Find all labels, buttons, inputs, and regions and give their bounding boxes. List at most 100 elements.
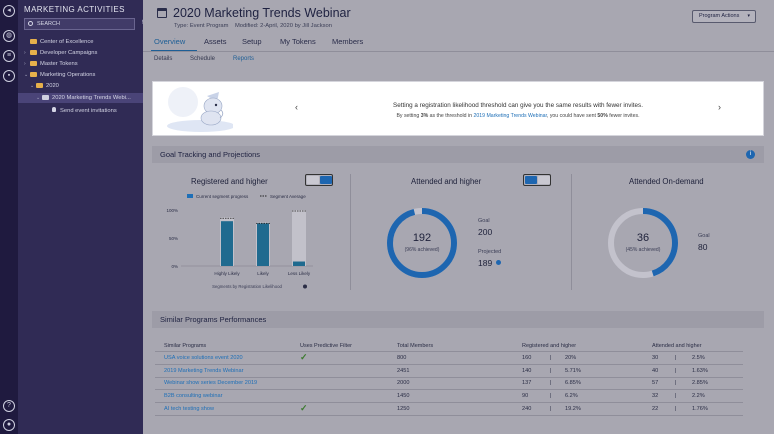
globe-icon[interactable]: ◍ bbox=[3, 30, 15, 42]
tabs-divider bbox=[143, 51, 774, 52]
attended-pct: 2.85% bbox=[692, 380, 708, 386]
goal-tracking-title: Goal Tracking and Projections bbox=[160, 150, 261, 159]
checkmark-icon: ✓ bbox=[300, 403, 308, 413]
tree-node-developer-campaigns[interactable]: › Developer Campaigns bbox=[24, 49, 98, 56]
bar-current-0[interactable] bbox=[221, 221, 233, 266]
program-link[interactable]: USA voice solutions event 2020 bbox=[164, 355, 243, 361]
attended-value: 192 bbox=[412, 232, 432, 244]
donut-view-icon[interactable] bbox=[525, 176, 537, 184]
event-calendar-icon bbox=[157, 8, 167, 18]
bar-view-icon[interactable] bbox=[307, 176, 319, 184]
tab-assets[interactable]: Assets bbox=[204, 37, 227, 46]
col-header-registered: Registered and higher bbox=[522, 343, 577, 349]
chart-view-toggle[interactable] bbox=[523, 174, 551, 186]
tree-node-marketing-operations[interactable]: ⌄ Marketing Operations bbox=[24, 71, 96, 78]
x-axis-label: Segments by Registration Likelihood bbox=[212, 284, 282, 289]
registered-pct: 6.85% bbox=[565, 380, 581, 386]
search-placeholder: SEARCH bbox=[37, 21, 60, 27]
program-link[interactable]: 2019 Marketing Trends Webinar bbox=[164, 368, 244, 374]
subtab-details[interactable]: Details bbox=[154, 56, 173, 62]
marketing-home-icon[interactable]: ◂ bbox=[3, 5, 15, 17]
subtab-reports[interactable]: Reports bbox=[233, 56, 255, 62]
tree-node-2020-marketing-trends-webinar[interactable]: ⌄ 2020 Marketing Trends Webi... bbox=[18, 93, 143, 103]
attended-projected-value: 189 bbox=[478, 258, 493, 268]
folder-icon bbox=[30, 71, 37, 77]
tree-search-input[interactable]: SEARCH bbox=[24, 18, 135, 30]
registered-pct: 5.71% bbox=[565, 368, 581, 374]
table-header-divider bbox=[155, 351, 743, 352]
tab-members[interactable]: Members bbox=[332, 37, 364, 46]
email-program-icon bbox=[52, 107, 56, 112]
list-icon[interactable]: ≡ bbox=[3, 50, 15, 62]
program-actions-dropdown[interactable]: Program Actions ▾ bbox=[692, 10, 756, 23]
tab-setup[interactable]: Setup bbox=[242, 37, 262, 46]
icon-rail: ◂ ◍ ≡ ▪ ? ● bbox=[0, 0, 18, 434]
registered-count: 140 bbox=[522, 368, 532, 374]
attended-count: 32 bbox=[652, 393, 659, 399]
program-link[interactable]: B2B consulting webinar bbox=[164, 393, 223, 399]
tab-overview[interactable]: Overview bbox=[154, 37, 186, 46]
ondemand-goal-value: 80 bbox=[698, 242, 708, 252]
chevron-down-icon: ⌄ bbox=[24, 72, 29, 78]
tree-node-2020[interactable]: ⌄ 2020 bbox=[30, 82, 59, 89]
bar-average-2 bbox=[292, 210, 306, 266]
similar-programs-header: Similar Programs Performances bbox=[152, 311, 764, 328]
bar-current-1[interactable] bbox=[257, 223, 269, 266]
help-icon[interactable]: ? bbox=[3, 400, 15, 412]
tree-node-send-event-invitations[interactable]: Send event invitations bbox=[52, 106, 117, 116]
program-tabs: Overview Assets Setup My Tokens Members bbox=[143, 37, 774, 51]
tab-my-tokens[interactable]: My Tokens bbox=[280, 37, 316, 46]
attended-goal-value: 200 bbox=[478, 227, 493, 237]
y-tick-50: 50% bbox=[169, 236, 178, 241]
attended-count: 40 bbox=[652, 368, 659, 374]
bar-view-icon[interactable] bbox=[538, 176, 550, 184]
banner-prev-arrow[interactable]: ‹ bbox=[295, 102, 298, 112]
program-link[interactable]: AI tech testing show bbox=[164, 406, 215, 412]
total-members: 1250 bbox=[397, 406, 410, 412]
goal-tracking-header: Goal Tracking and Projections i bbox=[152, 146, 764, 163]
ondemand-pct: (45% achieved) bbox=[625, 247, 661, 253]
separator: | bbox=[675, 393, 677, 399]
info-icon[interactable] bbox=[496, 260, 501, 265]
calendar-icon[interactable]: ▪ bbox=[3, 70, 15, 82]
program-link[interactable]: Webinar show series December 2019 bbox=[164, 380, 258, 386]
user-profile-icon[interactable]: ● bbox=[3, 419, 15, 431]
tree-node-center-of-excellence[interactable]: Center of Excellence bbox=[24, 37, 94, 47]
folder-icon bbox=[30, 38, 37, 44]
info-icon[interactable] bbox=[303, 284, 307, 289]
separator: | bbox=[675, 368, 677, 374]
page-title: 2020 Marketing Trends Webinar bbox=[173, 6, 351, 20]
registered-count: 160 bbox=[522, 355, 532, 361]
banner-program-link[interactable]: 2019 Marketing Trends Webinar bbox=[473, 113, 547, 119]
chevron-down-icon: ▾ bbox=[747, 13, 750, 19]
separator: | bbox=[550, 368, 552, 374]
attended-pct: 2.2% bbox=[692, 393, 705, 399]
total-members: 2000 bbox=[397, 380, 410, 386]
ondemand-title: Attended On-demand bbox=[629, 177, 704, 186]
program-meta: Type: Event Program Modified: 2-April, 2… bbox=[174, 23, 332, 29]
separator: | bbox=[675, 406, 677, 412]
search-icon bbox=[28, 21, 33, 26]
banner-detail: By setting 3% as the threshold in 2019 M… bbox=[396, 113, 640, 119]
total-members: 1450 bbox=[397, 393, 410, 399]
similar-programs-title: Similar Programs Performances bbox=[160, 315, 267, 324]
legend-average-label: Segment Average bbox=[270, 194, 306, 199]
col-header-total: Total Members bbox=[397, 343, 434, 349]
main-content: 2020 Marketing Trends Webinar Type: Even… bbox=[143, 0, 774, 434]
chart-view-toggle[interactable] bbox=[305, 174, 333, 186]
col-header-program: Similar Programs bbox=[164, 343, 207, 349]
program-icon bbox=[42, 94, 49, 100]
registered-title: Registered and higher bbox=[191, 177, 268, 186]
banner-headline: Setting a registration likelihood thresh… bbox=[393, 102, 643, 109]
bar-current-2[interactable] bbox=[293, 261, 305, 266]
subtab-schedule[interactable]: Schedule bbox=[190, 56, 216, 62]
row-divider bbox=[155, 415, 743, 416]
total-members: 800 bbox=[397, 355, 407, 361]
info-icon[interactable]: i bbox=[746, 150, 755, 159]
chevron-down-icon: ⌄ bbox=[36, 95, 41, 101]
tree-node-master-tokens[interactable]: › Master Tokens bbox=[24, 60, 78, 67]
donut-view-icon[interactable] bbox=[320, 176, 332, 184]
banner-next-arrow[interactable]: › bbox=[718, 102, 721, 112]
registered-pct: 20% bbox=[565, 355, 577, 361]
col-header-attended: Attended and higher bbox=[652, 343, 702, 349]
